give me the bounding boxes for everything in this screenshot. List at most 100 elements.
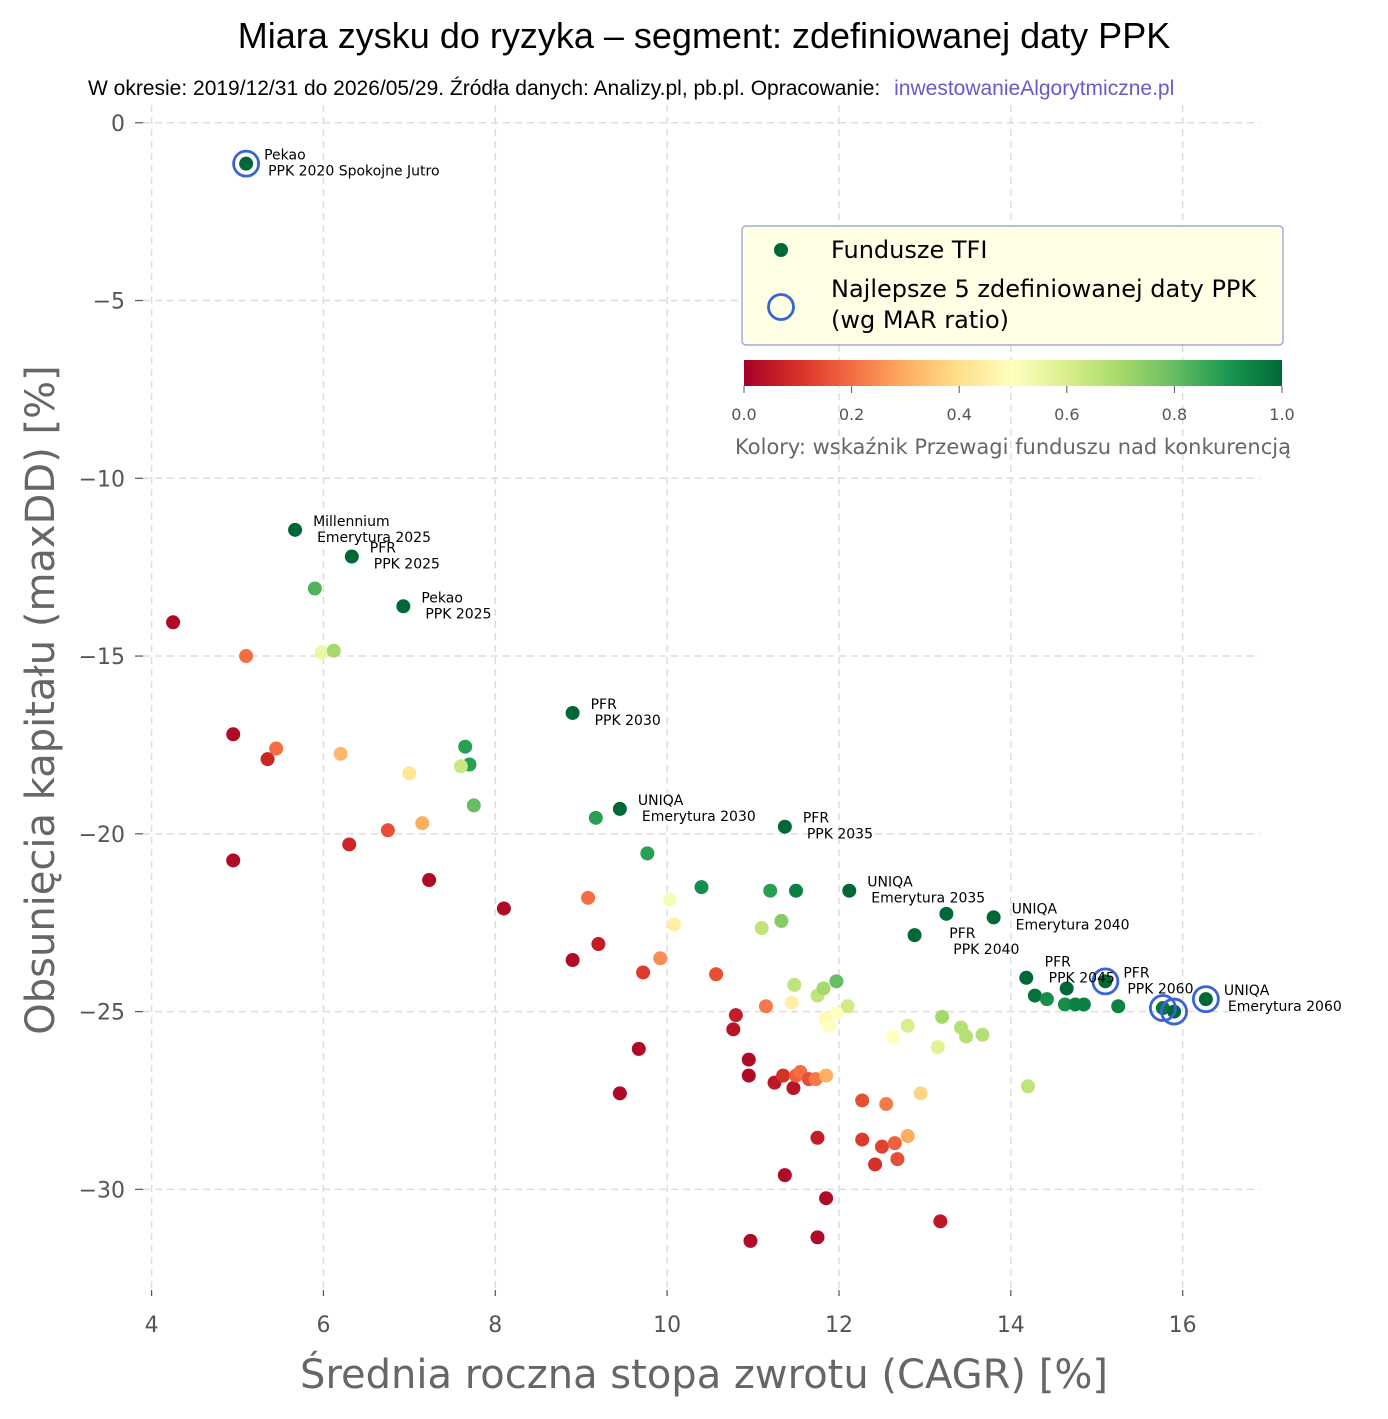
data-point[interactable]: [1076, 997, 1091, 1012]
data-point[interactable]: [344, 549, 359, 564]
data-point[interactable]: [402, 766, 417, 781]
data-point[interactable]: [653, 951, 668, 966]
data-point[interactable]: [496, 901, 511, 916]
data-point[interactable]: [886, 1029, 901, 1044]
data-point[interactable]: [754, 921, 769, 936]
data-point[interactable]: [758, 999, 773, 1014]
data-point[interactable]: [565, 953, 580, 968]
data-point[interactable]: [930, 1040, 945, 1055]
data-point[interactable]: [307, 581, 322, 596]
data-point[interactable]: [774, 913, 789, 928]
data-point[interactable]: [829, 974, 844, 989]
data-point[interactable]: [662, 892, 677, 907]
data-point[interactable]: [933, 1214, 948, 1229]
data-point[interactable]: [810, 1130, 825, 1145]
data-point[interactable]: [855, 1093, 870, 1108]
data-point[interactable]: [784, 995, 799, 1010]
data-point[interactable]: [900, 1129, 915, 1144]
data-point[interactable]: [728, 1008, 743, 1023]
data-point[interactable]: [900, 1018, 915, 1033]
data-point[interactable]: [1198, 992, 1213, 1007]
data-point[interactable]: [741, 1068, 756, 1083]
data-point[interactable]: [1057, 997, 1072, 1012]
data-point[interactable]: [777, 1168, 792, 1183]
data-point[interactable]: [466, 798, 481, 813]
data-point[interactable]: [636, 965, 651, 980]
data-point[interactable]: [1098, 974, 1113, 989]
data-point[interactable]: [874, 1139, 889, 1154]
data-point[interactable]: [879, 1097, 894, 1112]
data-point[interactable]: [565, 705, 580, 720]
data-point[interactable]: [887, 1136, 902, 1151]
data-point[interactable]: [631, 1041, 646, 1056]
data-point[interactable]: [1039, 992, 1054, 1007]
y-tick-label: −20: [79, 823, 125, 848]
data-point[interactable]: [821, 1018, 836, 1033]
data-point[interactable]: [913, 1086, 928, 1101]
data-point[interactable]: [959, 1029, 974, 1044]
data-point[interactable]: [422, 873, 437, 888]
data-point[interactable]: [591, 937, 606, 952]
data-point[interactable]: [816, 981, 831, 996]
data-point[interactable]: [415, 816, 430, 831]
data-point[interactable]: [640, 846, 655, 861]
data-point[interactable]: [890, 1152, 905, 1167]
data-point[interactable]: [581, 890, 596, 905]
data-point[interactable]: [1111, 999, 1126, 1014]
data-point[interactable]: [269, 741, 284, 756]
point-label-company: PFR: [1045, 954, 1071, 970]
data-point[interactable]: [226, 853, 241, 868]
data-point[interactable]: [726, 1022, 741, 1037]
data-point[interactable]: [1021, 1079, 1036, 1094]
data-point[interactable]: [789, 883, 804, 898]
data-point[interactable]: [239, 156, 254, 171]
data-point[interactable]: [1027, 988, 1042, 1003]
data-point[interactable]: [326, 643, 341, 658]
data-point[interactable]: [810, 1230, 825, 1245]
data-point[interactable]: [260, 752, 275, 767]
data-point[interactable]: [239, 649, 254, 664]
data-point[interactable]: [588, 810, 603, 825]
data-point[interactable]: [612, 1086, 627, 1101]
data-point[interactable]: [612, 801, 627, 816]
data-point[interactable]: [975, 1027, 990, 1042]
data-point[interactable]: [288, 522, 303, 537]
data-point[interactable]: [986, 910, 1001, 925]
y-axis-title: Obsunięcia kapitału (maxDD) [%]: [18, 365, 64, 1034]
data-point[interactable]: [787, 977, 802, 992]
data-point[interactable]: [1019, 970, 1034, 985]
data-point[interactable]: [855, 1132, 870, 1147]
chart-title: Miara zysku do ryzyka – segment: zdefini…: [238, 15, 1170, 56]
data-point[interactable]: [694, 880, 709, 895]
data-point[interactable]: [166, 615, 181, 630]
data-point[interactable]: [1059, 981, 1074, 996]
data-point[interactable]: [396, 599, 411, 614]
data-point[interactable]: [939, 906, 954, 921]
data-point[interactable]: [458, 739, 473, 754]
data-point[interactable]: [333, 746, 348, 761]
data-point[interactable]: [314, 645, 329, 660]
data-point[interactable]: [786, 1081, 801, 1096]
data-point[interactable]: [819, 1068, 834, 1083]
data-point[interactable]: [763, 883, 778, 898]
legend: Fundusze TFI Najlepsze 5 zdefiniowanej d…: [741, 225, 1284, 346]
data-point[interactable]: [840, 999, 855, 1014]
colorbar: 0.0 0.2 0.4 0.6 0.8 1.0 Kolory: wskaźnik Prze…: [731, 360, 1295, 459]
data-point[interactable]: [819, 1191, 834, 1206]
data-point[interactable]: [935, 1009, 950, 1024]
data-point[interactable]: [743, 1233, 758, 1248]
data-point[interactable]: [907, 928, 922, 943]
data-point[interactable]: [842, 883, 857, 898]
data-point[interactable]: [777, 819, 792, 834]
data-point[interactable]: [380, 823, 395, 838]
data-point[interactable]: [776, 1068, 791, 1083]
subtitle-link[interactable]: inwestowanieAlgorytmiczne.pl: [894, 77, 1174, 100]
data-point[interactable]: [829, 1006, 844, 1021]
data-point[interactable]: [868, 1157, 883, 1172]
data-point[interactable]: [226, 727, 241, 742]
data-point[interactable]: [342, 837, 357, 852]
data-point[interactable]: [709, 967, 724, 982]
data-point[interactable]: [453, 759, 468, 774]
data-point[interactable]: [667, 917, 682, 932]
data-point[interactable]: [741, 1052, 756, 1067]
